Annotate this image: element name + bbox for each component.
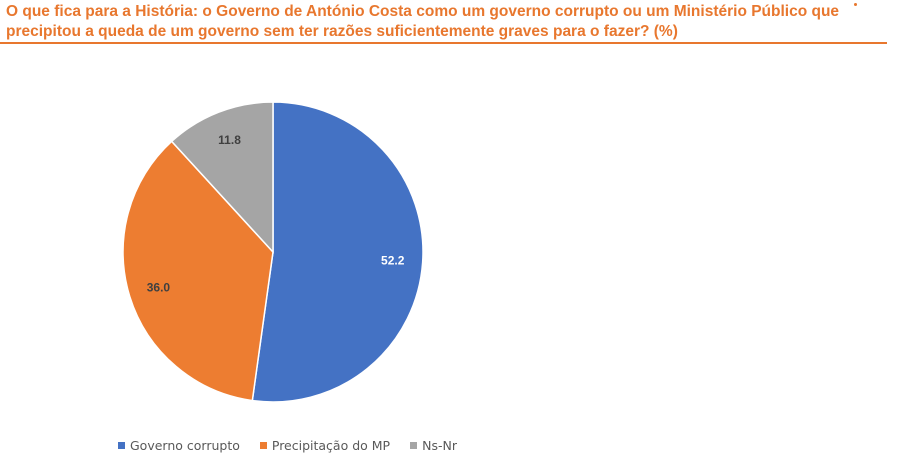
legend-item-ns-nr: Ns-Nr: [410, 438, 457, 453]
legend-swatch: [259, 442, 267, 449]
data-label-ns-nr: 11.8: [218, 133, 241, 147]
legend-item-precipitacao-do-mp: Precipitação do MP: [259, 438, 391, 453]
chart-legend: Governo corrupto Precipitação do MP Ns-Nr: [118, 438, 457, 453]
legend-label: Governo corrupto: [130, 438, 240, 453]
chart-title: O que fica para a História: o Governo de…: [6, 3, 840, 40]
legend-swatch: [118, 442, 125, 449]
legend-swatch: [410, 442, 418, 449]
legend-label: Precipitação do MP: [271, 438, 391, 453]
legend-item-governo-corrupto: Governo corrupto: [118, 438, 240, 453]
data-label-governo-corrupto: 52.2: [381, 253, 405, 267]
pie-slice-governo-corrupto: [251, 101, 424, 403]
legend-label: Ns-Nr: [422, 438, 457, 453]
decorative-dot: [854, 3, 857, 6]
data-label-precipitacao-do-mp: 36.0: [147, 281, 171, 295]
pie-slice-ns-nr: [170, 101, 274, 254]
title-divider: [0, 42, 887, 44]
pie-slice-precipitacao-do-mp: [122, 140, 274, 402]
